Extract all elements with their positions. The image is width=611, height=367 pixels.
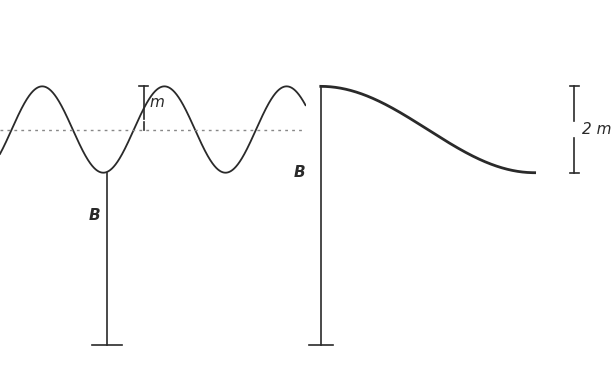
Text: B: B xyxy=(89,208,100,224)
Text: B: B xyxy=(294,165,306,180)
Text: 2 m: 2 m xyxy=(582,122,611,137)
Text: m: m xyxy=(150,95,164,110)
